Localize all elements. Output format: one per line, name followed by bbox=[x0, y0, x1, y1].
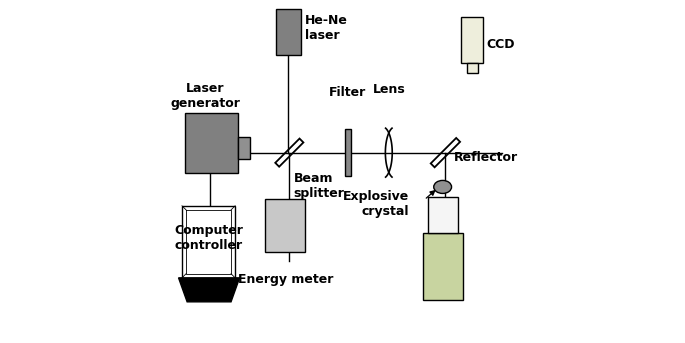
Bar bbox=[265, 199, 305, 252]
Bar bbox=[461, 17, 483, 63]
Bar bbox=[185, 113, 238, 173]
Bar bbox=[182, 206, 235, 278]
Text: Energy meter: Energy meter bbox=[238, 273, 333, 286]
Bar bbox=[427, 197, 458, 233]
Polygon shape bbox=[179, 278, 240, 302]
Bar bbox=[275, 9, 301, 55]
Bar bbox=[466, 63, 477, 73]
Text: Lens: Lens bbox=[373, 83, 406, 96]
Text: CCD: CCD bbox=[486, 38, 515, 51]
Ellipse shape bbox=[434, 180, 451, 193]
Text: Laser
generator: Laser generator bbox=[171, 82, 240, 110]
Bar bbox=[345, 129, 351, 176]
Text: Reflector: Reflector bbox=[454, 151, 518, 164]
Text: Explosive
crystal: Explosive crystal bbox=[343, 190, 410, 218]
Bar bbox=[423, 233, 462, 300]
Text: Filter: Filter bbox=[329, 86, 366, 99]
Bar bbox=[238, 137, 250, 159]
Text: Computer
controller: Computer controller bbox=[174, 224, 243, 252]
Text: Beam
splitter: Beam splitter bbox=[294, 172, 345, 200]
Text: He-Ne
laser: He-Ne laser bbox=[305, 14, 348, 42]
